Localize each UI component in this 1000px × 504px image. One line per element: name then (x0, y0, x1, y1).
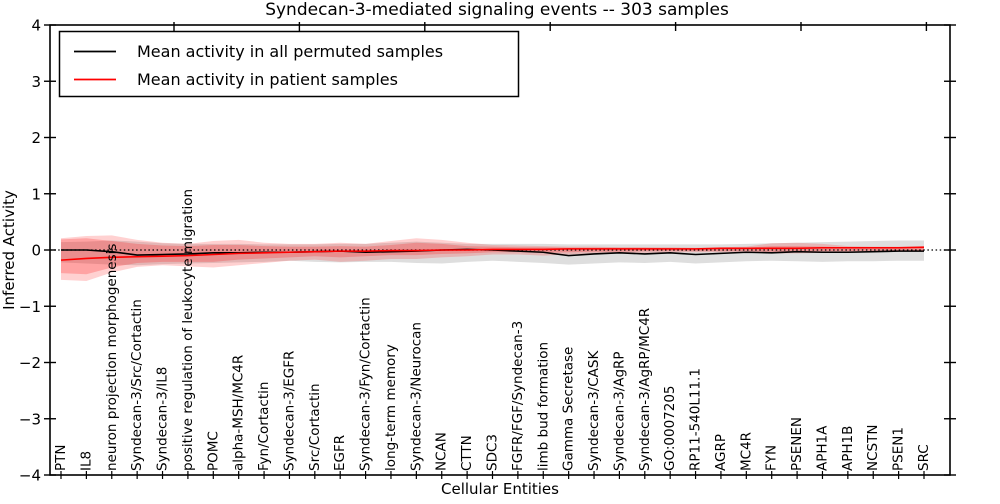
band-permuted-samples-range (61, 240, 924, 266)
x-category-label: SRC (916, 444, 932, 471)
x-category-label: Syndecan-3/AgRP/MC4R (637, 308, 653, 471)
x-category-label: alpha-MSH/MC4R (231, 355, 247, 471)
x-category-label: FGFR/FGF/Syndecan-3 (510, 321, 526, 471)
x-category-label: Syndecan-3/CASK (586, 350, 602, 471)
confidence-bands (61, 235, 924, 281)
x-axis-ticks (60, 471, 925, 479)
x-category-label: Syndecan-3/Neurocan (408, 322, 424, 471)
x-category-label: long-term memory (383, 344, 399, 471)
x-category-label: GO:0007205 (662, 385, 678, 471)
x-category-label: positive regulation of leukocyte migrati… (180, 189, 196, 471)
band-patient-samples-range-outer (61, 235, 924, 281)
y-tick-label: 1 (31, 185, 41, 203)
x-category-label: Syndecan-3/IL8 (155, 367, 171, 471)
x-category-label: neuron projection morphogenesis (104, 244, 120, 471)
x-category-label: APH1B (840, 426, 856, 471)
y-tick-label: 3 (31, 73, 41, 91)
y-tick-label: 4 (31, 17, 41, 35)
x-category-label: Syndecan-3/AgRP (611, 351, 627, 471)
x-category-label: POMC (205, 431, 221, 471)
line-patient-mean (60, 246, 925, 261)
x-category-label: PSEN1 (891, 427, 907, 471)
band-patient-samples-range-inner (61, 238, 924, 275)
legend-label-permuted: Mean activity in all permuted samples (137, 42, 443, 61)
x-category-label: IL8 (78, 451, 94, 471)
x-category-label: PTN (53, 445, 69, 472)
y-tick-label: −1 (19, 298, 41, 316)
x-category-label: FYN (764, 445, 780, 471)
y-tick-label: −4 (19, 467, 41, 485)
x-category-label: NCSTN (865, 425, 881, 471)
x-category-label: AGRP (713, 434, 729, 471)
x-category-label: SDC3 (485, 434, 501, 471)
series-lines (50, 246, 950, 261)
y-axis-ticks: 4 3 2 1 0 −1 −2 −3 −4 (19, 17, 956, 485)
x-category-label: Syndecan-3/Src/Cortactin (129, 299, 145, 471)
x-category-labels: PTN IL8 neuron projection morphogenesis Syn… (53, 189, 932, 471)
top-axis-ticks (173, 22, 928, 31)
x-category-label: EGFR (332, 435, 348, 471)
x-category-label: Syndecan-3/EGFR (281, 351, 297, 471)
x-category-label: Syndecan-3/Fyn/Cortactin (358, 297, 374, 471)
y-tick-label: −3 (19, 410, 41, 428)
legend-box (58, 30, 520, 98)
x-category-label: Gamma Secretase (561, 347, 577, 471)
y-tick-label: −2 (19, 354, 41, 372)
x-category-label: RP11-540L11.1 (688, 368, 704, 471)
x-category-label: NCAN (434, 432, 450, 471)
chart-title: Syndecan-3-mediated signaling events -- … (265, 0, 729, 20)
x-category-label: MC4R (738, 432, 754, 471)
legend-label-patient: Mean activity in patient samples (137, 70, 398, 89)
x-category-label: Src/Cortactin (307, 383, 323, 471)
x-category-label: Fyn/Cortactin (256, 382, 272, 471)
x-category-label: APH1A (814, 425, 830, 471)
legend: Mean activity in all permuted samples Me… (58, 30, 520, 98)
x-category-label: limb bud formation (535, 342, 551, 471)
y-tick-label: 0 (31, 242, 41, 260)
y-tick-label: 2 (31, 129, 41, 147)
x-axis-title: Cellular Entities (441, 480, 559, 498)
x-category-label: PSENEN (789, 417, 805, 471)
x-category-label: CTTN (459, 435, 475, 471)
y-axis-title: Inferred Activity (0, 190, 18, 310)
